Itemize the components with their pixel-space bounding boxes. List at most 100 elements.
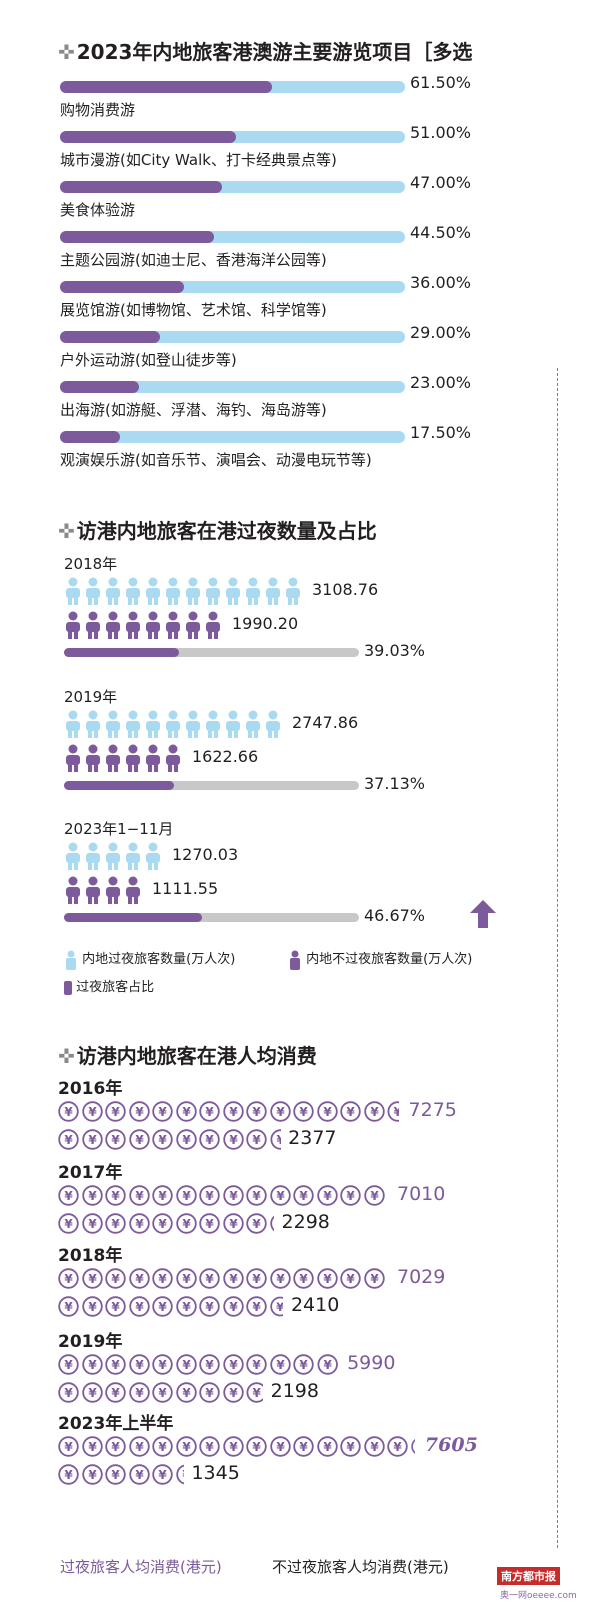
svg-text:¥: ¥ bbox=[64, 1386, 73, 1400]
bar-value-label: 51.00% bbox=[410, 123, 472, 142]
bar-category-label: 购物消费游 bbox=[60, 101, 136, 119]
person-blue-icon bbox=[86, 842, 100, 870]
yuan-coin-icon: ¥ bbox=[58, 1382, 79, 1403]
svg-text:¥: ¥ bbox=[229, 1300, 238, 1314]
yuan-coin-icon: ¥ bbox=[340, 1101, 361, 1122]
svg-text:¥: ¥ bbox=[323, 1189, 332, 1203]
non-overnight-spend-value: 2198 bbox=[270, 1380, 319, 1402]
yuan-coin-icon: ¥ bbox=[199, 1101, 220, 1122]
yuan-coin-icon: ¥ bbox=[58, 1129, 79, 1150]
yuan-coin-icon: ¥ bbox=[222, 1101, 244, 1122]
yuan-coin-icon: ¥ bbox=[175, 1436, 197, 1457]
person-purple-icon bbox=[86, 876, 100, 904]
year-label: 2018年 bbox=[64, 555, 118, 573]
svg-text:¥: ¥ bbox=[158, 1189, 167, 1203]
person-blue-icon bbox=[246, 710, 260, 738]
svg-text:¥: ¥ bbox=[229, 1272, 238, 1286]
yuan-coin-icon: ¥ bbox=[269, 1268, 291, 1289]
svg-text:¥: ¥ bbox=[88, 1217, 97, 1231]
yuan-coin-icon: ¥ bbox=[246, 1268, 267, 1289]
svg-text:¥: ¥ bbox=[229, 1358, 238, 1372]
yuan-coin-icon: ¥ bbox=[269, 1185, 291, 1206]
bar-value-label: 17.50% bbox=[410, 423, 472, 442]
svg-text:¥: ¥ bbox=[88, 1440, 97, 1454]
year-label: 2023年上半年 bbox=[58, 1414, 174, 1434]
bar-track bbox=[60, 381, 405, 393]
ratio-value: 39.03% bbox=[364, 641, 426, 660]
legend-ratio: 过夜旅客占比 bbox=[64, 976, 154, 995]
cross-icon: ✜ bbox=[58, 519, 75, 543]
yuan-coin-icon: ¥ bbox=[222, 1436, 244, 1457]
yuan-coin-icon: ¥ bbox=[58, 1213, 79, 1234]
yuan-coin-icon: ¥ bbox=[81, 1101, 103, 1122]
svg-text:¥: ¥ bbox=[229, 1440, 238, 1454]
svg-text:¥: ¥ bbox=[88, 1189, 97, 1203]
svg-text:¥: ¥ bbox=[370, 1189, 379, 1203]
yuan-coin-icon: ¥ bbox=[222, 1185, 244, 1206]
yuan-coin-icon: ¥ bbox=[81, 1213, 103, 1234]
non-overnight-spend-value: 2377 bbox=[288, 1127, 337, 1149]
svg-text:¥: ¥ bbox=[393, 1440, 402, 1454]
yuan-coin-icon: ¥ bbox=[105, 1268, 126, 1289]
yuan-coin-icon: ¥ bbox=[246, 1213, 267, 1234]
ratio-value: 37.13% bbox=[364, 774, 426, 793]
section3-title-text: 访港内地旅客在港人均消费 bbox=[76, 1044, 317, 1068]
svg-text:¥: ¥ bbox=[229, 1217, 238, 1231]
svg-text:¥: ¥ bbox=[135, 1300, 144, 1314]
svg-text:¥: ¥ bbox=[205, 1217, 214, 1231]
person-purple-icon bbox=[206, 611, 220, 639]
yuan-coin-icon: ¥ bbox=[128, 1436, 150, 1457]
bar-value-label: 61.50% bbox=[410, 73, 472, 92]
bar-category-label: 出海游(如游艇、浮潜、海钓、海岛游等) bbox=[60, 401, 327, 419]
bar-row-2: 47.00% 美食体验游 bbox=[60, 173, 590, 227]
yuan-coin-icon: ¥ bbox=[269, 1436, 291, 1457]
svg-text:¥: ¥ bbox=[182, 1105, 191, 1119]
ratio-value: 46.67% bbox=[364, 906, 426, 925]
person-blue-icon bbox=[126, 842, 140, 870]
svg-text:¥: ¥ bbox=[205, 1386, 214, 1400]
svg-text:¥: ¥ bbox=[111, 1440, 120, 1454]
svg-text:¥: ¥ bbox=[346, 1440, 355, 1454]
person-blue-icon bbox=[66, 842, 80, 870]
svg-text:¥: ¥ bbox=[299, 1105, 308, 1119]
svg-text:¥: ¥ bbox=[205, 1189, 214, 1203]
person-purple-icon bbox=[126, 611, 140, 639]
person-blue-icon bbox=[106, 577, 120, 605]
yuan-coin-partial-icon: ¥ bbox=[269, 1296, 283, 1317]
yuan-coin-partial-icon: ¥ bbox=[387, 1101, 399, 1122]
svg-text:¥: ¥ bbox=[182, 1358, 191, 1372]
yuan-coin-icon: ¥ bbox=[363, 1185, 385, 1206]
person-blue-icon bbox=[246, 577, 260, 605]
bar-track bbox=[60, 431, 405, 443]
person-purple-icon bbox=[66, 611, 80, 639]
yuan-coin-icon: ¥ bbox=[246, 1354, 267, 1375]
yuan-coin-icon: ¥ bbox=[175, 1213, 197, 1234]
person-purple-icon bbox=[126, 744, 140, 772]
svg-text:¥: ¥ bbox=[111, 1105, 120, 1119]
bar-track bbox=[60, 181, 405, 193]
yuan-coin-icon: ¥ bbox=[105, 1296, 126, 1317]
bar-value-label: 23.00% bbox=[410, 373, 472, 392]
bar-track bbox=[60, 331, 405, 343]
overnight-value: 3108.76 bbox=[312, 580, 379, 599]
svg-text:¥: ¥ bbox=[252, 1133, 261, 1147]
overnight-value: 2747.86 bbox=[292, 713, 359, 732]
yuan-coin-icon: ¥ bbox=[81, 1296, 103, 1317]
bar-category-label: 城市漫游(如City Walk、打卡经典景点等) bbox=[60, 151, 337, 169]
svg-text:¥: ¥ bbox=[64, 1468, 73, 1482]
yuan-coin-icon: ¥ bbox=[128, 1382, 150, 1403]
svg-text:¥: ¥ bbox=[182, 1468, 184, 1482]
person-blue-icon bbox=[226, 577, 240, 605]
bar-value-label: 44.50% bbox=[410, 223, 472, 242]
yuan-coin-icon: ¥ bbox=[222, 1213, 244, 1234]
yuan-coin-icon: ¥ bbox=[128, 1354, 150, 1375]
bar-track bbox=[60, 231, 405, 243]
yuan-coin-icon: ¥ bbox=[175, 1101, 197, 1122]
cross-icon: ✜ bbox=[58, 1044, 75, 1068]
year-label: 2023年1−11月 bbox=[64, 820, 174, 838]
person-purple-icon bbox=[166, 611, 180, 639]
bar-value-label: 29.00% bbox=[410, 323, 472, 342]
yuan-coin-icon: ¥ bbox=[128, 1129, 150, 1150]
svg-text:¥: ¥ bbox=[88, 1300, 97, 1314]
person-purple-icon bbox=[86, 611, 100, 639]
